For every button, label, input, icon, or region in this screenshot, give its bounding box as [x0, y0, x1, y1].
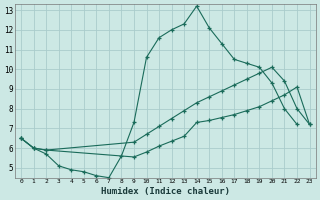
X-axis label: Humidex (Indice chaleur): Humidex (Indice chaleur): [101, 187, 230, 196]
